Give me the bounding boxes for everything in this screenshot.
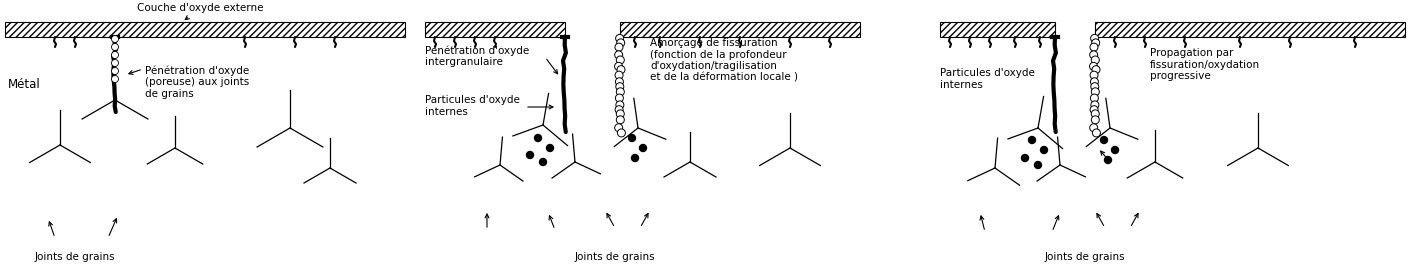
Circle shape (1091, 83, 1098, 91)
Circle shape (1091, 39, 1100, 47)
Circle shape (111, 68, 118, 74)
Text: Pénétration d'oxyde
(poreuse) aux joints
de grains: Pénétration d'oxyde (poreuse) aux joints… (145, 65, 250, 99)
Circle shape (1091, 88, 1100, 96)
Circle shape (1091, 101, 1098, 109)
Circle shape (547, 144, 554, 152)
Circle shape (1090, 51, 1097, 59)
Circle shape (1090, 62, 1097, 70)
Text: Propagation par
fissuration/oxydation
progressive: Propagation par fissuration/oxydation pr… (1151, 48, 1261, 81)
Circle shape (615, 94, 623, 102)
Circle shape (1090, 106, 1098, 114)
Circle shape (111, 44, 118, 51)
Circle shape (616, 116, 625, 124)
Circle shape (615, 71, 623, 79)
Circle shape (1100, 136, 1107, 143)
Circle shape (632, 155, 639, 161)
Circle shape (618, 66, 625, 74)
Circle shape (1091, 110, 1100, 118)
Circle shape (629, 135, 636, 142)
Circle shape (1091, 66, 1100, 74)
Circle shape (540, 159, 547, 165)
Circle shape (1104, 156, 1111, 164)
Bar (6, 22, 405, 37)
Circle shape (616, 56, 625, 64)
Bar (620, 22, 860, 37)
Circle shape (534, 135, 541, 142)
Circle shape (1090, 78, 1098, 86)
Text: Particules d'oxyde
internes: Particules d'oxyde internes (940, 68, 1035, 90)
Circle shape (615, 78, 623, 86)
Circle shape (616, 34, 623, 42)
Circle shape (616, 83, 623, 91)
Circle shape (1111, 147, 1118, 153)
Bar (424, 22, 565, 37)
Circle shape (616, 88, 625, 96)
Circle shape (618, 129, 626, 137)
Circle shape (1091, 116, 1100, 124)
Bar (1096, 22, 1404, 37)
Circle shape (615, 43, 623, 51)
Circle shape (111, 35, 118, 43)
Circle shape (1028, 136, 1035, 143)
Bar (940, 22, 1055, 37)
Circle shape (1090, 43, 1098, 51)
Circle shape (1093, 129, 1100, 137)
Circle shape (615, 106, 623, 114)
Circle shape (615, 124, 623, 132)
Circle shape (616, 101, 623, 109)
Text: Joints de grains: Joints de grains (35, 252, 116, 262)
Circle shape (1041, 147, 1048, 153)
Circle shape (1021, 155, 1028, 161)
Circle shape (640, 144, 647, 152)
Text: Joints de grains: Joints de grains (575, 252, 656, 262)
Text: Joints de grains: Joints de grains (1045, 252, 1125, 262)
Text: Couche d'oxyde externe: Couche d'oxyde externe (137, 3, 264, 13)
Text: Pénétration d'oxyde
intergranulaire: Pénétration d'oxyde intergranulaire (424, 45, 529, 67)
Circle shape (1035, 161, 1042, 168)
Circle shape (615, 51, 623, 59)
Circle shape (616, 110, 625, 118)
Circle shape (1090, 34, 1098, 42)
Circle shape (111, 52, 118, 59)
Circle shape (1090, 71, 1098, 79)
Text: Métal: Métal (8, 78, 41, 92)
Circle shape (615, 62, 623, 70)
Circle shape (616, 39, 625, 47)
Circle shape (1090, 124, 1098, 132)
Circle shape (111, 60, 118, 66)
Circle shape (111, 76, 118, 82)
Circle shape (1090, 94, 1098, 102)
Text: Particules d'oxyde
internes: Particules d'oxyde internes (424, 95, 520, 117)
Circle shape (526, 152, 533, 159)
Circle shape (1091, 56, 1100, 64)
Text: Amorçage de fissuration
(fonction de la profondeur
d'oxydation/tragilisation
et : Amorçage de fissuration (fonction de la … (650, 38, 798, 83)
